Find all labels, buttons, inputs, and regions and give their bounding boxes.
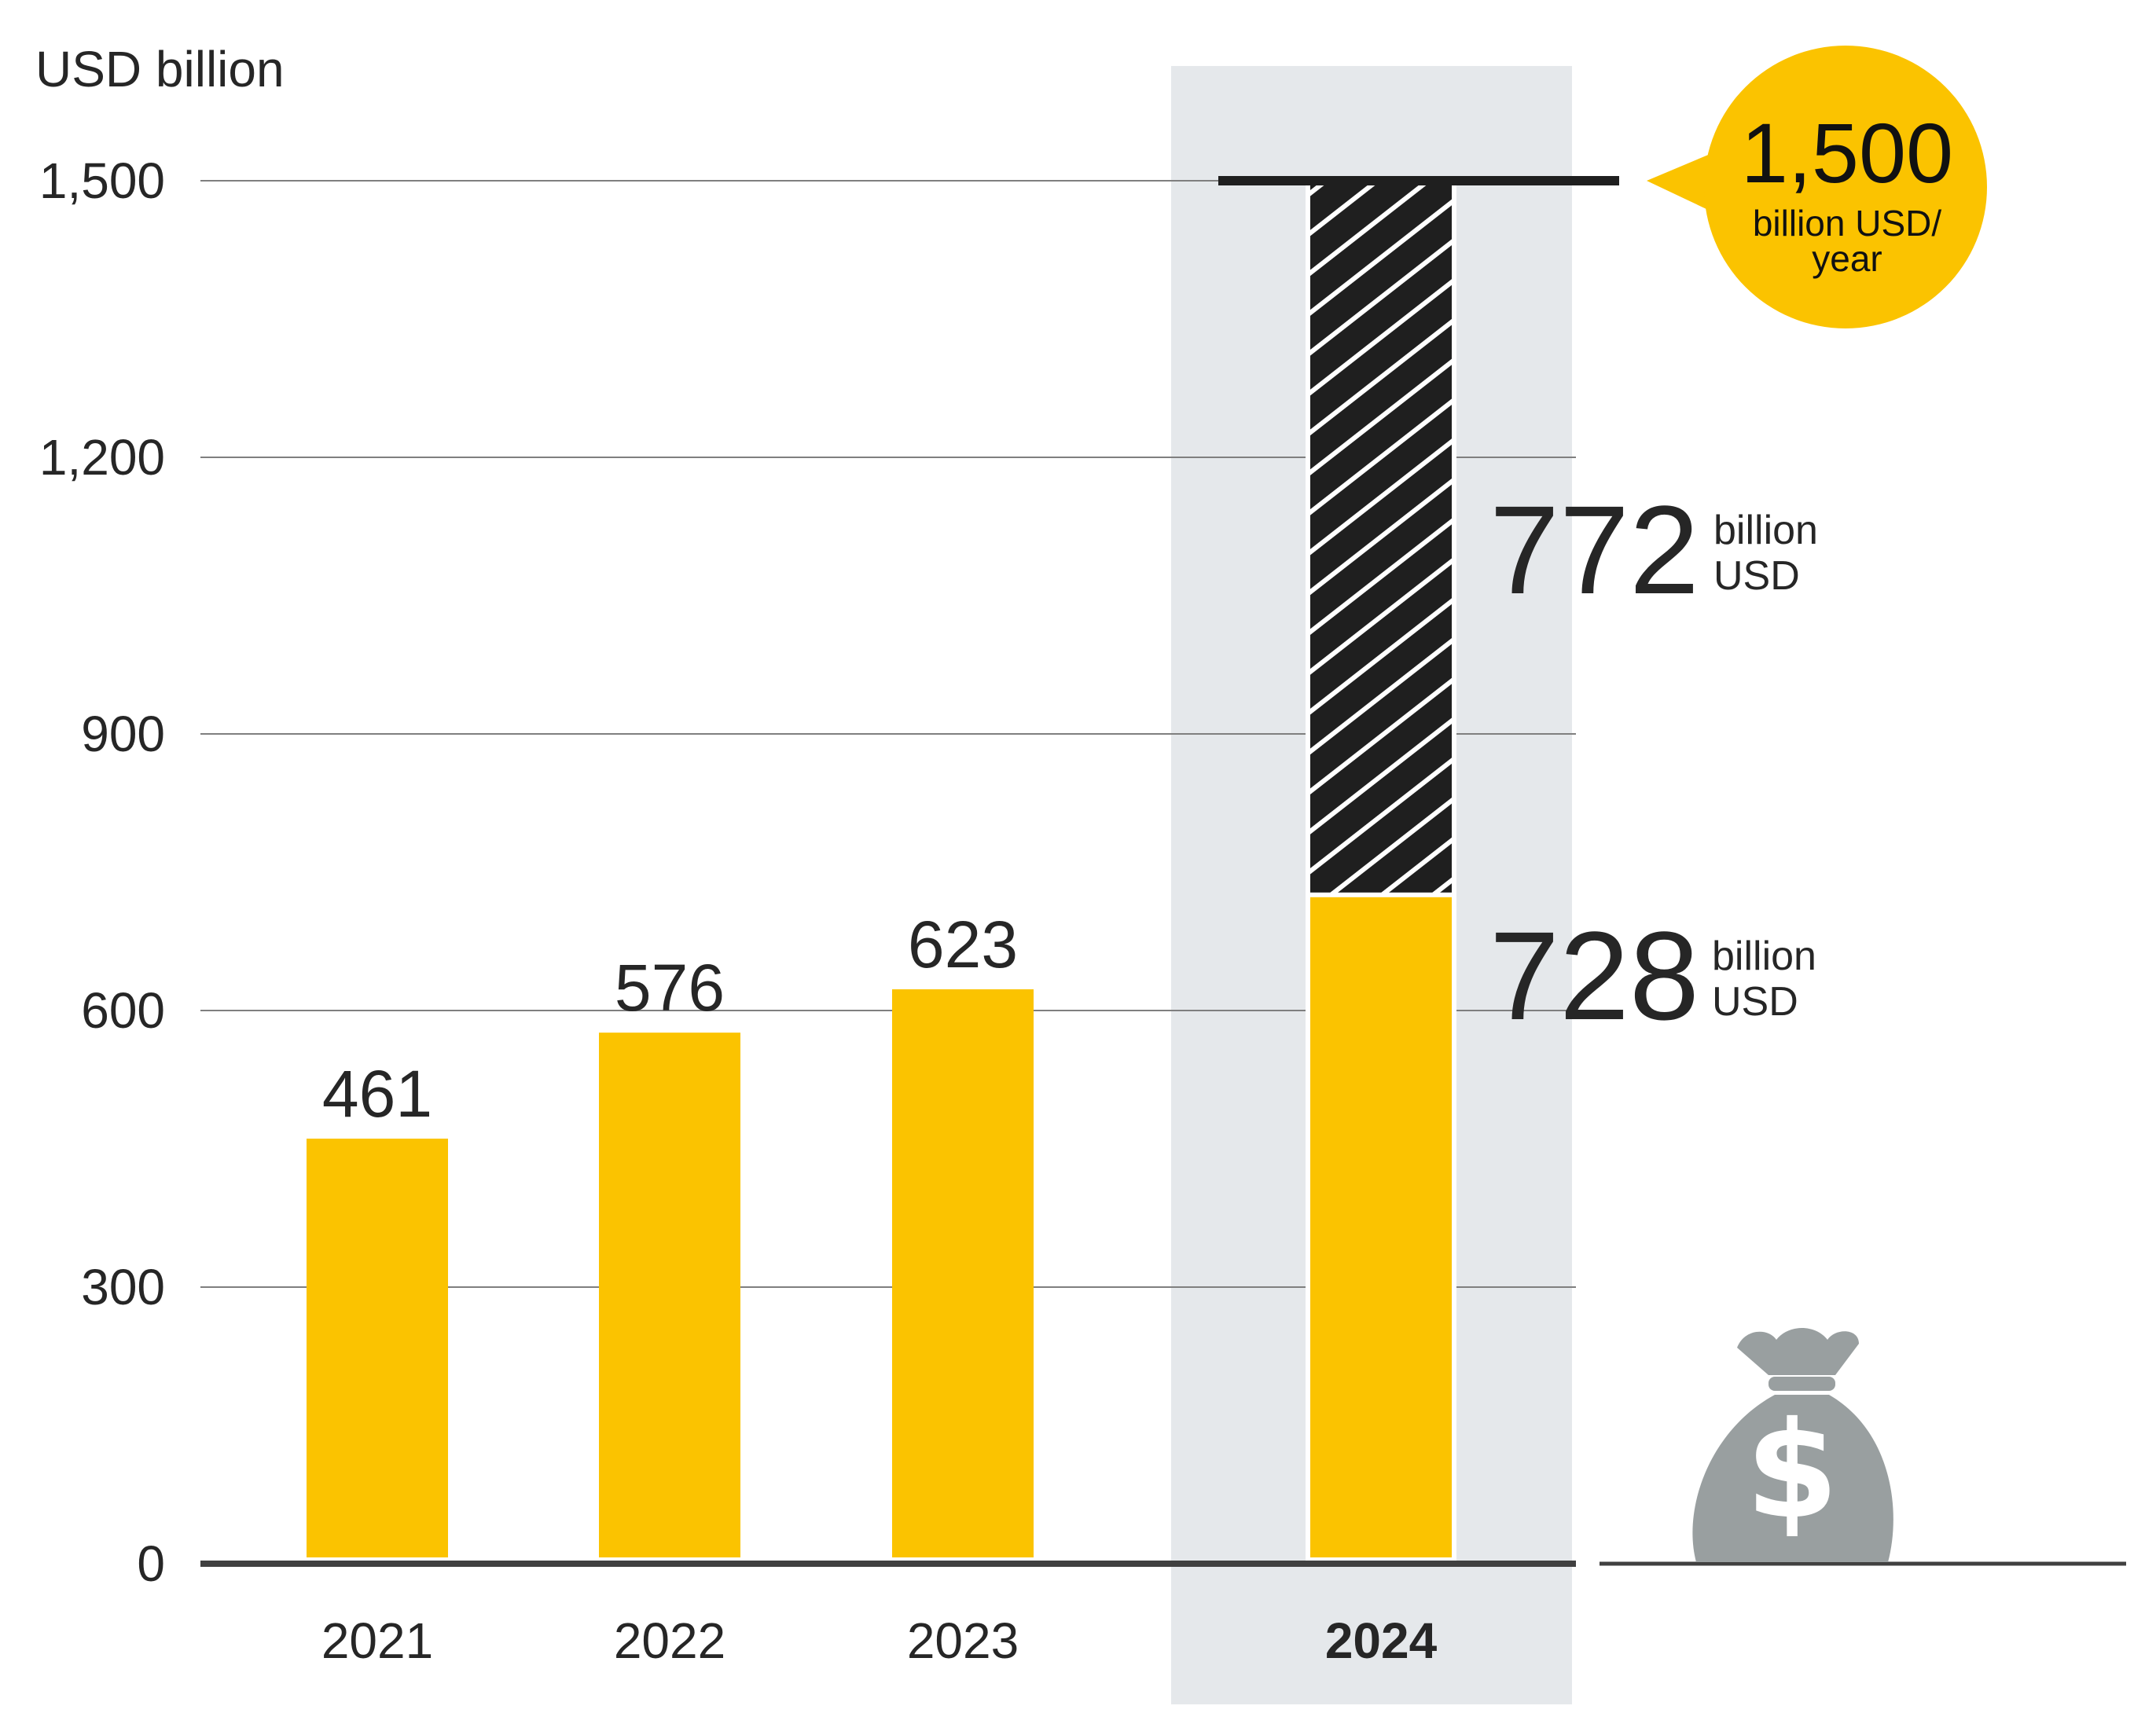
- bar-2023: [892, 989, 1034, 1557]
- data-label: 623: [908, 908, 1018, 981]
- y-tick-label: 300: [81, 1259, 165, 1315]
- target-bubble: 1,500 billion USD/ year: [1647, 46, 1987, 328]
- svg-text:$: $: [1746, 1393, 1838, 1549]
- x-tick-label: 2022: [614, 1612, 725, 1669]
- bar-2024: [1310, 897, 1452, 1557]
- y-tick-label: 0: [137, 1535, 165, 1592]
- x-tick-label: 2024: [1325, 1612, 1438, 1669]
- y-tick-label: 900: [81, 706, 165, 762]
- data-label: 576: [615, 951, 725, 1025]
- bar-gap-2024: [1310, 181, 1452, 893]
- target-unit-line2: year: [1812, 238, 1882, 279]
- target-unit-line1: billion USD/: [1753, 203, 1942, 244]
- gap-unit-line2: USD: [1713, 553, 1800, 599]
- base-unit-line1: billion: [1712, 934, 1816, 979]
- y-tick-label: 1,200: [39, 429, 165, 486]
- y-axis-title: USD billion: [35, 41, 285, 97]
- x-tick-label: 2021: [321, 1612, 433, 1669]
- gap-value: 772: [1489, 479, 1699, 620]
- bar-2022: [599, 1033, 740, 1557]
- y-tick-label: 600: [81, 982, 165, 1039]
- base-value: 728: [1489, 905, 1699, 1046]
- bar-2021: [307, 1139, 448, 1557]
- target-value: 1,500: [1741, 105, 1953, 200]
- base-unit-line2: USD: [1712, 979, 1798, 1025]
- gap-unit-line1: billion: [1713, 508, 1818, 553]
- y-tick-label: 1,500: [39, 152, 165, 209]
- data-label: 461: [322, 1057, 432, 1131]
- x-tick-label: 2023: [907, 1612, 1019, 1669]
- money-bag-dollar-icon: $: [1692, 1328, 1893, 1562]
